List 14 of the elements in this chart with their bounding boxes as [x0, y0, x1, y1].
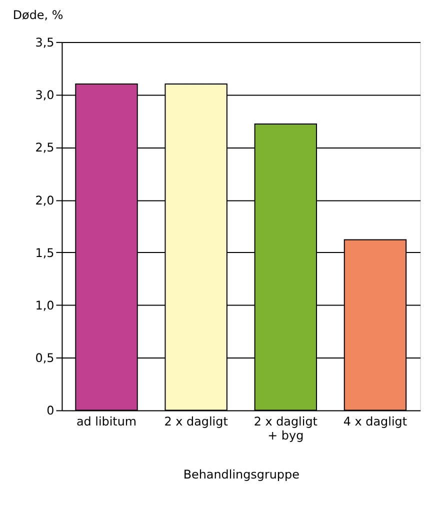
y-tick-label: 1,5 [35, 246, 54, 260]
x-tick-label: ad libitum [76, 414, 137, 429]
y-tick-label: 0 [46, 404, 54, 418]
x-tick-label: 2 x dagligt + byg [254, 414, 318, 443]
y-tick-label: 3,0 [35, 88, 54, 102]
y-tick-label: 1,0 [35, 298, 54, 312]
y-tick-label: 2,5 [35, 140, 54, 155]
y-axis-title: Døde, % [12, 8, 64, 22]
y-tick-label: 0,5 [35, 351, 54, 366]
y-tick-label: 2,0 [35, 193, 54, 208]
x-tick-label: 2 x dagligt [164, 414, 228, 429]
y-tick-label: 3,5 [35, 35, 54, 50]
x-axis-title: Behandlingsgruppe [183, 467, 300, 482]
x-tick-label: 4 x dagligt [343, 414, 408, 429]
